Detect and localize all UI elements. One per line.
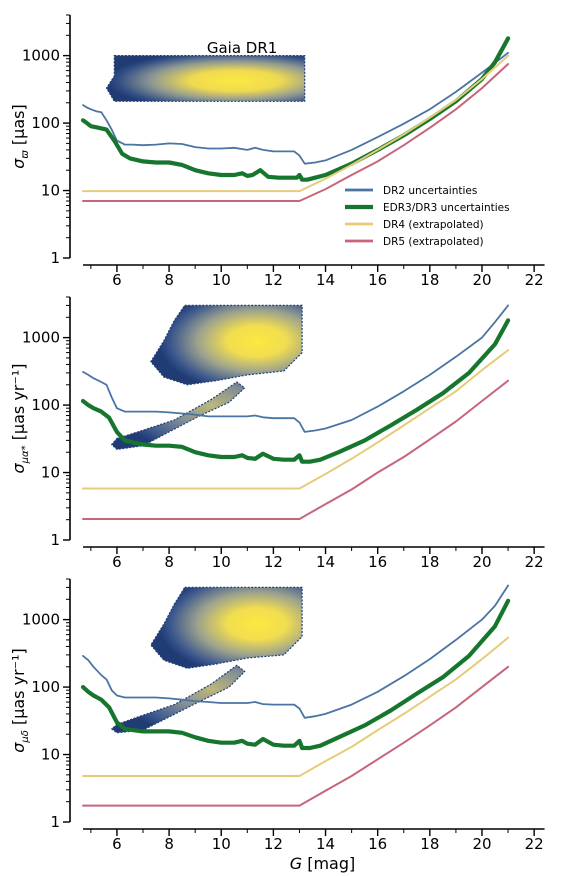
x-tick-label: 6	[112, 835, 122, 853]
y-label-subscript: μα*	[20, 445, 31, 464]
x-tick-label: 20	[472, 835, 491, 853]
y-axis-label: σμδ [μas yr⁻¹]	[9, 648, 31, 753]
y-label-unit: [μas yr⁻¹]	[9, 648, 28, 730]
density-cloud	[150, 304, 303, 386]
series-line-3	[82, 349, 510, 490]
x-tick-label: 8	[164, 271, 174, 289]
x-tick-label: 14	[316, 271, 335, 289]
y-label-symbol: σ	[9, 158, 28, 169]
y-tick-label: 10	[41, 746, 60, 764]
y-tick-label: 1	[50, 813, 60, 831]
series-line-1	[82, 304, 509, 433]
x-tick-label: 22	[525, 835, 544, 853]
x-tick-label: 6	[112, 271, 122, 289]
x-tick-label: 12	[264, 553, 283, 571]
x-tick-label: 18	[420, 271, 439, 289]
x-tick-label: 18	[420, 835, 439, 853]
series-line-2	[80, 598, 511, 751]
x-tick-label: 8	[164, 553, 174, 571]
legend-label: EDR3/DR3 uncertainties	[383, 202, 510, 214]
y-tick-label: 1000	[22, 611, 60, 629]
y-axis-label: σμα* [μas yr⁻¹]	[9, 364, 31, 474]
series-line-4	[82, 665, 510, 807]
y-label-subscript: ϖ	[20, 150, 31, 159]
x-tick-label: 14	[316, 553, 335, 571]
series-line-4	[82, 379, 510, 520]
x-tick-label: 16	[368, 553, 387, 571]
panel-1: 1 10 100 1000 6 8 10 12 14 16 18 20 22 σϖ [μas] Gaia D…	[9, 14, 545, 289]
y-tick-label: 1000	[22, 47, 60, 65]
y-tick-label: 100	[31, 396, 60, 414]
annotation-text: Gaia DR1	[207, 39, 277, 57]
series-line-3	[82, 636, 510, 777]
x-axis-label: G [mag]	[290, 854, 356, 873]
x-tick-label: 20	[472, 271, 491, 289]
y-label-symbol: σ	[9, 742, 28, 753]
x-label-symbol: G	[290, 854, 302, 873]
x-tick-label: 22	[525, 553, 544, 571]
y-label-unit: [μas yr⁻¹]	[9, 364, 28, 446]
y-label-unit: [μas]	[9, 104, 28, 150]
x-tick-label: 10	[212, 553, 231, 571]
x-tick-label: 10	[212, 271, 231, 289]
legend-label: DR4 (extrapolated)	[383, 219, 484, 231]
x-label-unit: [mag]	[302, 854, 355, 873]
density-cloud	[110, 664, 246, 734]
x-tick-label: 16	[368, 835, 387, 853]
series-line-2	[80, 318, 511, 464]
x-tick-label: 22	[525, 271, 544, 289]
series-line-4	[82, 63, 510, 202]
y-tick-label: 100	[31, 114, 60, 132]
series-line-3	[82, 54, 510, 193]
panel-3: 1 10 100 1000 6 8 10 12 14 16 18 20 22 σμδ [μas yr⁻¹]…	[9, 578, 545, 873]
panel-2: 1 10 100 1000 6 8 10 12 14 16 18 20 22 σμα* [μas yr⁻¹…	[9, 296, 545, 571]
y-tick-label: 1	[50, 249, 60, 267]
x-tick-label: 6	[112, 553, 122, 571]
y-tick-label: 10	[41, 182, 60, 200]
y-tick-label: 1	[50, 531, 60, 549]
legend-label: DR2 uncertainties	[383, 185, 477, 197]
density-cloud	[110, 381, 246, 451]
legend-label: DR5 (extrapolated)	[383, 236, 484, 248]
y-tick-label: 10	[41, 464, 60, 482]
x-tick-label: 10	[212, 835, 231, 853]
y-label-symbol: σ	[9, 463, 28, 474]
y-label-subscript: μδ	[20, 730, 31, 743]
y-axis-label: σϖ [μas]	[9, 104, 31, 168]
x-tick-label: 12	[264, 271, 283, 289]
density-cloud	[105, 55, 306, 102]
x-tick-label: 20	[472, 553, 491, 571]
legend: DR2 uncertainties EDR3/DR3 uncertainties D…	[345, 185, 510, 248]
x-tick-label: 14	[316, 835, 335, 853]
y-tick-label: 100	[31, 678, 60, 696]
y-tick-label: 1000	[22, 329, 60, 347]
series-line-1	[82, 584, 509, 719]
x-tick-label: 12	[264, 835, 283, 853]
series-line-1	[82, 51, 509, 165]
x-tick-label: 8	[164, 835, 174, 853]
x-tick-label: 16	[368, 271, 387, 289]
density-cloud	[150, 586, 303, 669]
x-tick-label: 18	[420, 553, 439, 571]
